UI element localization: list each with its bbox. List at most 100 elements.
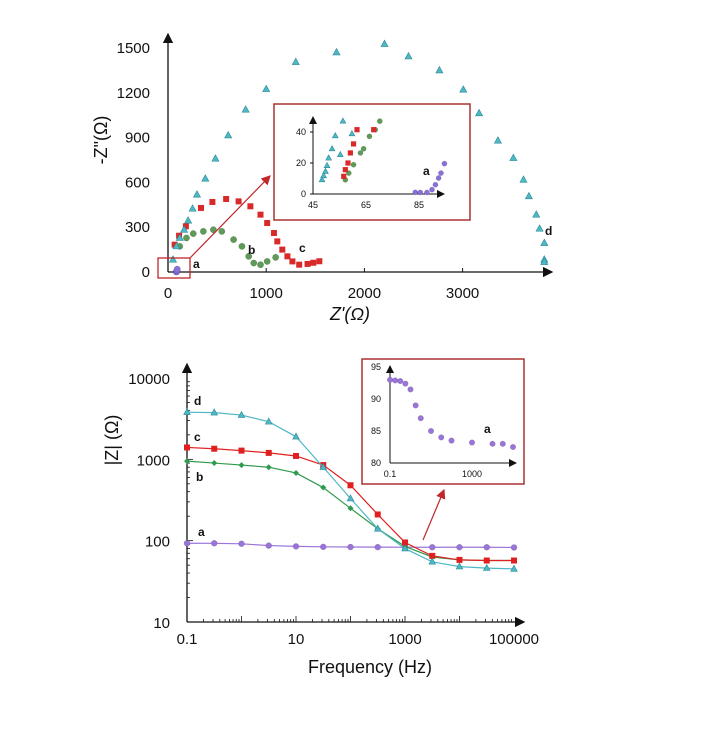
nyquist-inset-y-tick-label: 40 xyxy=(296,127,306,137)
nyquist-inset-x-tick-label: 45 xyxy=(308,200,318,210)
bode-point-c xyxy=(184,444,190,451)
bode-inset-point-a xyxy=(407,386,414,393)
bode-point-c xyxy=(238,447,245,454)
nyquist-point-c xyxy=(284,253,291,260)
nyquist-inset-point-d xyxy=(323,161,331,169)
nyquist-x-tick-label: 3000 xyxy=(446,285,479,302)
nyquist-point-d xyxy=(540,238,549,246)
bode-point-a xyxy=(210,540,218,547)
nyquist-y-tick-label: 1500 xyxy=(117,40,150,57)
nyquist-point-b xyxy=(183,234,190,242)
bode-inset-point-a xyxy=(468,439,476,446)
bode-point-d xyxy=(428,557,437,565)
nyquist-point-c xyxy=(310,259,317,266)
nyquist-inset-point-a xyxy=(417,189,424,196)
nyquist-point-b xyxy=(257,261,264,269)
nyquist-x-label: Z'(Ω) xyxy=(329,304,370,324)
bode-y-tick-label: 100 xyxy=(145,534,170,551)
bode-inset-point-a xyxy=(438,434,445,441)
nyquist-y-tick-label: 0 xyxy=(142,264,150,281)
nyquist-inset-point-d xyxy=(322,167,329,174)
bode-label-a: a xyxy=(198,525,205,539)
nyquist-inset-point-d xyxy=(336,150,344,158)
bode-inset-y-tick-label: 80 xyxy=(371,458,381,468)
nyquist-point-d xyxy=(192,190,201,198)
nyquist-point-c xyxy=(289,258,296,265)
bode-point-b xyxy=(347,505,354,512)
nyquist-inset-point-a xyxy=(441,160,448,167)
bode-point-d xyxy=(237,410,246,418)
bode-y-tick-label: 10 xyxy=(153,615,170,632)
bode-point-a xyxy=(374,543,381,551)
nyquist-point-d xyxy=(175,233,184,241)
nyquist-inset-y-tick-label: 20 xyxy=(296,158,306,168)
nyquist-inset-frame xyxy=(273,103,471,221)
nyquist-inset-y-tick-label: 0 xyxy=(301,189,306,199)
bode-inset-point-a xyxy=(386,376,394,383)
nyquist-inset-point-a xyxy=(438,170,444,176)
nyquist-inset-point-c xyxy=(354,127,360,133)
bode-point-b xyxy=(238,462,245,469)
bode-inset-y-tick-label: 95 xyxy=(371,362,381,372)
bode-inset-point-a xyxy=(412,402,419,409)
bode-point-a xyxy=(456,543,463,551)
nyquist-point-b xyxy=(250,259,258,267)
bode-point-d xyxy=(183,407,191,415)
bode-point-c xyxy=(429,552,436,559)
nyquist-inset-point-b xyxy=(350,161,357,168)
nyquist-point-c xyxy=(209,198,216,205)
nyquist-point-c xyxy=(171,241,178,248)
nyquist-point-c xyxy=(274,238,281,245)
nyquist-point-b xyxy=(272,253,280,261)
nyquist-y-tick-label: 1200 xyxy=(117,85,150,102)
bode-x-tick-label: 0.1 xyxy=(177,631,198,648)
bode-point-a xyxy=(510,544,518,551)
bode-inset-x-tick-label: 1000 xyxy=(462,469,482,479)
nyquist-zoom-box xyxy=(157,257,191,279)
bode-inset-point-a xyxy=(489,440,496,447)
bode-x-tick-label: 10 xyxy=(288,631,305,648)
nyquist-point-d xyxy=(475,108,484,117)
nyquist-inset-point-a xyxy=(424,189,430,196)
nyquist-inset-point-c xyxy=(350,141,357,147)
nyquist-point-b xyxy=(263,257,271,265)
bode-point-a xyxy=(238,540,245,548)
nyquist-label-a: a xyxy=(193,257,200,271)
nyquist-inset-point-b xyxy=(376,118,383,125)
nyquist-inset-point-d xyxy=(339,117,347,124)
nyquist-point-d xyxy=(224,130,233,139)
bode-inset-point-a xyxy=(499,440,506,447)
nyquist-point-d xyxy=(524,191,533,200)
bode-label-b: b xyxy=(196,470,203,484)
nyquist-point-d xyxy=(459,85,468,93)
nyquist-zoom-arrow xyxy=(189,175,271,259)
nyquist-y-label: -Z"(Ω) xyxy=(91,116,111,165)
bode-point-c xyxy=(456,556,463,563)
nyquist-point-d xyxy=(435,65,444,74)
nyquist-inset-point-b xyxy=(357,150,364,156)
nyquist-point-c xyxy=(257,211,264,218)
nyquist-point-c xyxy=(247,203,254,210)
bode-point-c xyxy=(402,539,408,546)
bode-inset-point-a xyxy=(427,427,435,435)
nyquist-inset-point-d xyxy=(325,154,333,161)
bode-point-a xyxy=(347,543,354,551)
nyquist-inset-point-b xyxy=(366,133,373,140)
bode-point-d xyxy=(210,408,219,416)
nyquist-point-c xyxy=(270,230,277,237)
nyquist-inset-x-tick-label: 65 xyxy=(361,200,371,210)
nyquist-point-d xyxy=(540,257,549,265)
nyquist-point-d xyxy=(535,224,544,232)
bode-point-a xyxy=(428,543,436,551)
bode-point-a xyxy=(319,543,327,551)
nyquist-point-d xyxy=(262,84,271,92)
nyquist-point-c xyxy=(182,223,189,230)
nyquist-y-tick-label: 600 xyxy=(125,174,150,191)
nyquist-point-d xyxy=(184,216,193,224)
nyquist-y-tick-label: 300 xyxy=(125,219,150,236)
bode-point-b xyxy=(265,464,272,471)
nyquist-inset-x-tick-label: 85 xyxy=(414,200,424,210)
nyquist-point-d xyxy=(201,174,210,182)
bode-point-c xyxy=(483,557,490,564)
